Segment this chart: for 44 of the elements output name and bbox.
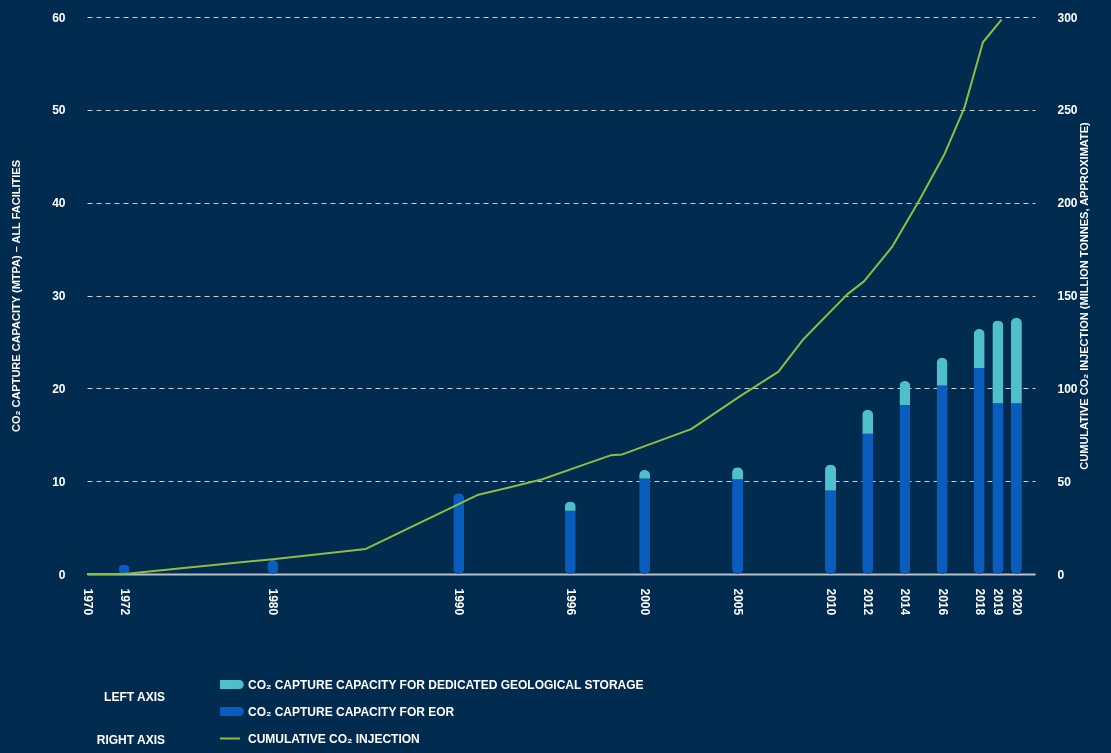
x-tick-label: 1990 bbox=[452, 588, 467, 616]
legend-label: CO₂ CAPTURE CAPACITY FOR EOR bbox=[248, 704, 455, 719]
bar bbox=[992, 403, 1004, 574]
x-tick-label: 1996 bbox=[563, 588, 578, 616]
y-tick-label: 20 bbox=[52, 381, 66, 396]
y2-tick-label: 0 bbox=[1057, 567, 1065, 582]
y-tick-label: 30 bbox=[52, 289, 66, 303]
legend-label: CUMULATIVE CO₂ INJECTION bbox=[248, 731, 420, 746]
x-tick-label: 2000 bbox=[638, 588, 653, 616]
y2-tick-label: 150 bbox=[1057, 289, 1078, 303]
bar bbox=[1010, 403, 1022, 574]
y2-tick-label: 200 bbox=[1057, 196, 1078, 211]
y-axis-title: CO₂ CAPTURE CAPACITY (MTPA) – ALL FACILITIES bbox=[10, 160, 23, 432]
x-tick-label: 2020 bbox=[1009, 588, 1024, 616]
x-tick-label: 1972 bbox=[117, 588, 132, 616]
bar bbox=[732, 479, 744, 574]
y2-tick-label: 300 bbox=[1057, 10, 1078, 25]
y2-axis-title: CUMULATIVE CO₂ INJECTION (MILLION TONNES, APPROXIMATE) bbox=[1077, 122, 1090, 470]
y-tick-label: 10 bbox=[52, 474, 66, 489]
y-tick-label: 40 bbox=[52, 196, 66, 211]
text: RIGHT AXIS bbox=[95, 733, 165, 747]
y2-tick-label: 250 bbox=[1057, 103, 1078, 118]
y-tick-label: 50 bbox=[52, 103, 66, 118]
x-tick-label: 2014 bbox=[898, 588, 913, 616]
y2-tick-label: 50 bbox=[1057, 474, 1072, 489]
y-tick-label: 0 bbox=[58, 567, 66, 582]
bar bbox=[936, 385, 948, 574]
legend-label: CO₂ CAPTURE CAPACITY FOR DEDICATED GEOLOGICAL STORAGE bbox=[248, 677, 644, 692]
y2-tick-label: 100 bbox=[1057, 381, 1078, 396]
bar bbox=[862, 433, 874, 574]
bar bbox=[899, 405, 911, 574]
line-series bbox=[86, 18, 1003, 575]
y-tick-label: 60 bbox=[52, 10, 66, 25]
x-tick-label: 2019 bbox=[991, 588, 1006, 616]
x-tick-label: 2012 bbox=[861, 588, 876, 616]
text: LEFT AXIS bbox=[103, 690, 165, 704]
x-tick-label: 2018 bbox=[972, 588, 987, 616]
x-tick-label: 2016 bbox=[935, 588, 950, 616]
x-tick-label: 1980 bbox=[266, 588, 281, 616]
bar bbox=[973, 367, 985, 574]
x-tick-label: 2010 bbox=[824, 588, 839, 616]
x-tick-label: 2005 bbox=[731, 588, 746, 616]
x-tick-label: 1970 bbox=[80, 588, 95, 616]
bar bbox=[639, 478, 651, 574]
